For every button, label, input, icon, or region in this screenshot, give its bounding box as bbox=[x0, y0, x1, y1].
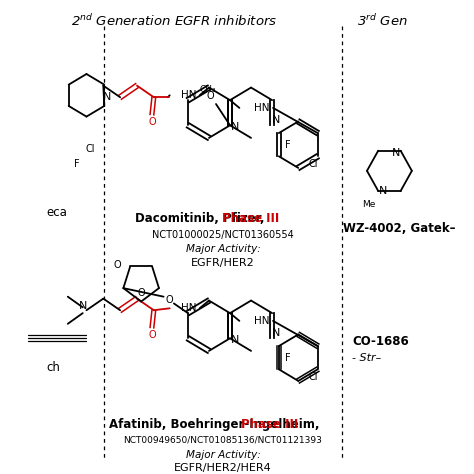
Text: 2$^{nd}$ Generation EGFR inhibitors: 2$^{nd}$ Generation EGFR inhibitors bbox=[71, 13, 277, 29]
Text: O: O bbox=[137, 288, 145, 298]
Text: NCT00949650/NCT01085136/NCT01121393: NCT00949650/NCT01085136/NCT01121393 bbox=[124, 435, 322, 444]
Text: HN: HN bbox=[181, 91, 196, 100]
Text: N: N bbox=[103, 92, 111, 102]
Text: Major Activity:: Major Activity: bbox=[186, 245, 260, 255]
Text: N: N bbox=[392, 147, 400, 158]
Text: Me: Me bbox=[362, 200, 375, 209]
Text: O: O bbox=[165, 294, 173, 305]
Text: Phase III: Phase III bbox=[241, 418, 299, 431]
Text: Afatinib, Boehringer-Ingelheim,: Afatinib, Boehringer-Ingelheim, bbox=[109, 418, 324, 431]
Text: N: N bbox=[272, 116, 280, 126]
Text: N: N bbox=[272, 328, 280, 338]
Text: Cl: Cl bbox=[309, 159, 318, 169]
Text: O: O bbox=[113, 260, 121, 270]
Text: F: F bbox=[285, 353, 291, 363]
Text: Dacomitinib, Pfizer,: Dacomitinib, Pfizer, bbox=[135, 212, 269, 226]
Text: O: O bbox=[207, 91, 214, 101]
Text: HN: HN bbox=[254, 316, 270, 326]
Text: ch: ch bbox=[46, 361, 60, 374]
Text: HN: HN bbox=[254, 103, 270, 113]
Text: F: F bbox=[285, 140, 291, 150]
Text: CH₃: CH₃ bbox=[199, 85, 216, 94]
Text: eca: eca bbox=[46, 206, 67, 219]
Text: F: F bbox=[74, 159, 80, 169]
Text: CO-1686: CO-1686 bbox=[352, 336, 409, 348]
Text: N: N bbox=[230, 122, 239, 132]
Text: Phase III: Phase III bbox=[222, 212, 279, 226]
Text: N: N bbox=[79, 301, 87, 311]
Text: Cl: Cl bbox=[85, 144, 95, 154]
Text: O: O bbox=[148, 330, 156, 340]
Text: EGFR/HER2: EGFR/HER2 bbox=[191, 258, 255, 268]
Text: Cl: Cl bbox=[309, 372, 318, 382]
Text: O: O bbox=[148, 118, 156, 128]
Text: N: N bbox=[379, 186, 387, 196]
Text: - Str–: - Str– bbox=[352, 353, 381, 363]
Text: 3$^{rd}$ Gen: 3$^{rd}$ Gen bbox=[357, 13, 408, 29]
Text: WZ-4002, Gatek–: WZ-4002, Gatek– bbox=[343, 222, 455, 235]
Text: Major Activity:: Major Activity: bbox=[186, 450, 260, 460]
Text: N: N bbox=[230, 335, 239, 345]
Text: HN: HN bbox=[181, 303, 196, 313]
Text: NCT01000025/NCT01360554: NCT01000025/NCT01360554 bbox=[152, 230, 294, 240]
Text: EGFR/HER2/HER4: EGFR/HER2/HER4 bbox=[174, 463, 272, 473]
